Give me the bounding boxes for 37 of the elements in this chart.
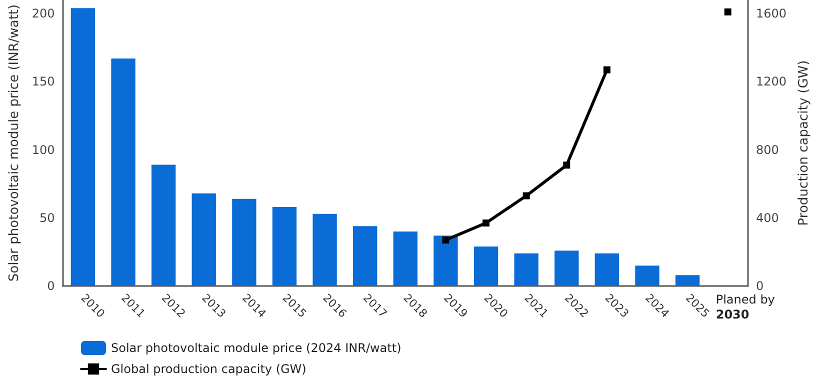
bar [111,58,136,286]
y-tick-label: 0 [47,279,55,293]
bar [594,253,620,286]
x-tick-label: Planed by 2030 [716,292,775,322]
bar [192,193,216,286]
bar [272,207,297,286]
bar [312,214,337,286]
bar [151,164,176,286]
bar [232,198,256,286]
point [482,220,490,227]
point [724,8,732,16]
point [563,162,570,169]
bar [70,8,96,286]
bar [554,250,579,286]
legend-label: Global production capacity (GW) [111,362,306,376]
y-tick-label: 150 [32,74,55,89]
point [442,236,450,244]
y-tick-label: 100 [32,142,55,157]
legend-label: Solar photovoltaic module price (2024 INR/watt) [111,341,402,355]
y2-tick-label: 0 [756,279,764,293]
bar [434,236,458,286]
y2-tick-label: 400 [756,210,779,225]
bar [474,246,498,286]
y2-tick-label: 800 [756,142,779,157]
y2-tick-label: 1600 [756,6,787,21]
y-axis-title: Solar photovoltaic module price (INR/watt) [7,4,22,282]
point [522,192,530,200]
bar [675,275,700,286]
bar [635,266,660,286]
bar [514,253,538,286]
y2-axis-title: Production capacity (GW) [796,60,812,226]
y-tick-label: 200 [32,6,55,21]
bar [353,226,378,286]
point [603,66,610,74]
bar [393,232,418,286]
y-tick-label: 50 [40,210,55,225]
y2-tick-label: 1200 [756,74,787,89]
